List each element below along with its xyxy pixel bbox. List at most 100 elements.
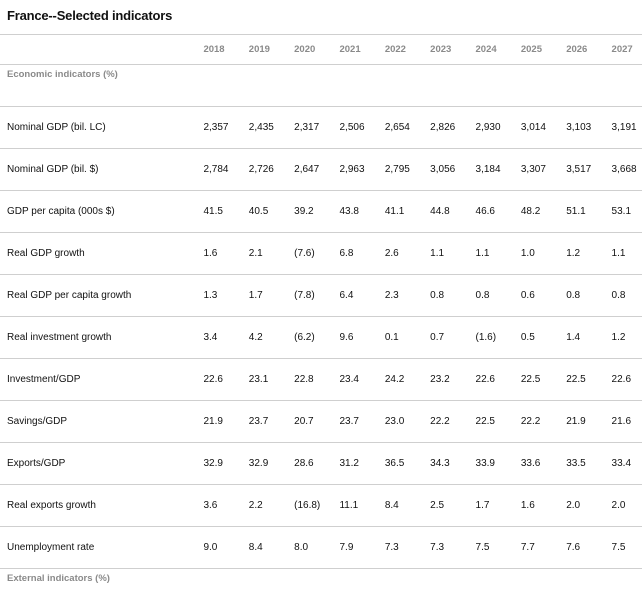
value-cell: 2,963	[324, 148, 370, 191]
value-cell: 23.0	[369, 400, 416, 443]
value-cell: 0.6	[505, 274, 552, 317]
section-heading-economic: Economic indicators (%)	[0, 64, 642, 107]
year-header: 2024	[460, 34, 506, 65]
value-cell: 0.1	[369, 316, 416, 359]
value-cell: 1.0	[505, 232, 552, 275]
value-cell: 4.2	[233, 316, 280, 359]
table-row: Real exports growth 3.6 2.2 (16.8) 11.1 8.4 2.…	[0, 484, 642, 527]
table-row: Savings/GDP 21.9 23.7 20.7 23.7 23.0 22.2 22.5 2…	[0, 400, 642, 443]
value-cell: 33.9	[460, 442, 506, 485]
value-cell: 2,357	[188, 106, 234, 149]
value-cell: 3,668	[596, 148, 642, 191]
table-row: Nominal GDP (bil. LC) 2,357 2,435 2,317 2,50…	[0, 106, 642, 149]
value-cell: 22.6	[460, 358, 506, 401]
value-cell: 1.1	[460, 232, 506, 275]
page-title: France--Selected indicators	[7, 8, 173, 23]
value-cell: 2,826	[415, 106, 461, 149]
value-cell: 28.6	[279, 442, 325, 485]
section-heading-external: External indicators (%)	[7, 573, 110, 584]
value-cell: 8.0	[279, 526, 325, 569]
year-header: 2021	[324, 34, 370, 65]
value-cell: 33.5	[551, 442, 597, 485]
value-cell: 0.5	[505, 316, 552, 359]
value-cell: 43.8	[324, 190, 370, 233]
row-label: GDP per capita (000s $)	[0, 190, 189, 233]
year-header: 2022	[369, 34, 416, 65]
value-cell: 31.2	[324, 442, 370, 485]
value-cell: 1.6	[188, 232, 234, 275]
value-cell: 1.2	[596, 316, 642, 359]
section-row-external: External indicators (%)	[0, 569, 642, 611]
value-cell: 22.5	[505, 358, 552, 401]
header-label-cell	[0, 34, 189, 65]
value-cell: 2.3	[369, 274, 416, 317]
value-cell: 2,784	[188, 148, 234, 191]
value-cell: 51.1	[551, 190, 597, 233]
value-cell: 7.7	[505, 526, 552, 569]
value-cell: 32.9	[233, 442, 280, 485]
value-cell: 22.5	[460, 400, 506, 443]
value-cell: 39.2	[279, 190, 325, 233]
value-cell: 2.0	[551, 484, 597, 527]
value-cell: 2.6	[369, 232, 416, 275]
row-label: Real GDP growth	[0, 232, 189, 275]
table-row: Real GDP growth 1.6 2.1 (7.6) 6.8 2.6 1.1 1.1 1.…	[0, 232, 642, 275]
value-cell: 2,930	[460, 106, 506, 149]
value-cell: 9.6	[324, 316, 370, 359]
value-cell: 1.7	[460, 484, 506, 527]
value-cell: (16.8)	[279, 484, 325, 527]
row-label: Nominal GDP (bil. $)	[0, 148, 189, 191]
table-row: Exports/GDP 32.9 32.9 28.6 31.2 36.5 34.3 33.9 3…	[0, 442, 642, 485]
value-cell: 41.1	[369, 190, 416, 233]
value-cell: 0.8	[596, 274, 642, 317]
value-cell: 23.2	[415, 358, 461, 401]
value-cell: 2,647	[279, 148, 325, 191]
table-row: Unemployment rate 9.0 8.4 8.0 7.9 7.3 7.3 7.5 7.…	[0, 526, 642, 569]
table-header: 2018 2019 2020 2021 2022 2023 2024 2025 …	[0, 34, 642, 65]
value-cell: 1.6	[505, 484, 552, 527]
table-row: GDP per capita (000s $) 41.5 40.5 39.2 43.8 4…	[0, 190, 642, 233]
value-cell: 0.8	[460, 274, 506, 317]
value-cell: 7.9	[324, 526, 370, 569]
value-cell: 33.4	[596, 442, 642, 485]
table-row: Investment/GDP 22.6 23.1 22.8 23.4 24.2 23.2 22…	[0, 358, 642, 401]
value-cell: 2.1	[233, 232, 280, 275]
value-cell: 2.2	[233, 484, 280, 527]
year-header: 2026	[551, 34, 597, 65]
indicators-table-container: 2018 2019 2020 2021 2022 2023 2024 2025 …	[0, 34, 642, 611]
value-cell: 3,103	[551, 106, 597, 149]
row-label: Real GDP per capita growth	[0, 274, 189, 317]
value-cell: 3,014	[505, 106, 552, 149]
value-cell: 40.5	[233, 190, 280, 233]
value-cell: 46.6	[460, 190, 506, 233]
value-cell: 2,506	[324, 106, 370, 149]
row-label: Real investment growth	[0, 316, 189, 359]
value-cell: 2,317	[279, 106, 325, 149]
row-label: Investment/GDP	[0, 358, 189, 401]
row-label: Savings/GDP	[0, 400, 189, 443]
value-cell: (7.6)	[279, 232, 325, 275]
value-cell: 9.0	[188, 526, 234, 569]
value-cell: 1.2	[551, 232, 597, 275]
value-cell: 23.7	[324, 400, 370, 443]
value-cell: 0.7	[415, 316, 461, 359]
row-label: Real exports growth	[0, 484, 189, 527]
value-cell: 3.4	[188, 316, 234, 359]
value-cell: 23.1	[233, 358, 280, 401]
year-header: 2023	[415, 34, 461, 65]
value-cell: 8.4	[369, 484, 416, 527]
year-header: 2018	[188, 34, 234, 65]
table-row: Nominal GDP (bil. $) 2,784 2,726 2,647 2,963…	[0, 148, 642, 191]
value-cell: 1.1	[596, 232, 642, 275]
value-cell: 1.3	[188, 274, 234, 317]
value-cell: 3,184	[460, 148, 506, 191]
value-cell: 44.8	[415, 190, 461, 233]
value-cell: 6.4	[324, 274, 370, 317]
value-cell: 7.3	[415, 526, 461, 569]
value-cell: 41.5	[188, 190, 234, 233]
value-cell: 23.4	[324, 358, 370, 401]
value-cell: 22.2	[415, 400, 461, 443]
value-cell: 7.3	[369, 526, 416, 569]
value-cell: 21.9	[551, 400, 597, 443]
value-cell: 20.7	[279, 400, 325, 443]
